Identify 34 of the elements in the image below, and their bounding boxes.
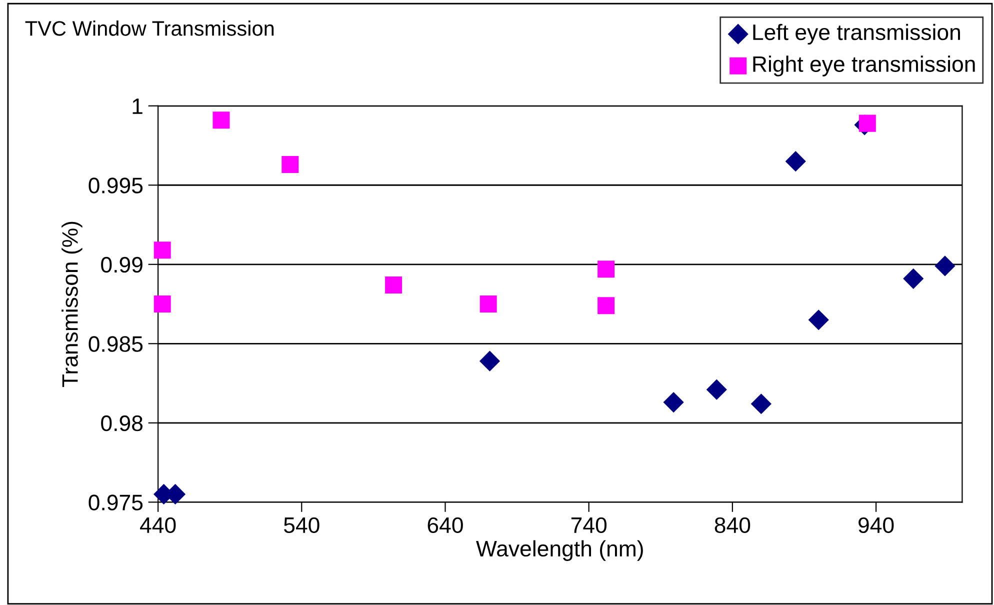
y-tick-label: 0.98 [101, 415, 142, 432]
point [750, 394, 772, 414]
x-tick-label: 540 [284, 517, 320, 534]
point [858, 114, 876, 132]
y-tick-label: 0.975 [88, 494, 143, 510]
point [480, 296, 497, 313]
point [934, 256, 956, 276]
point [212, 112, 230, 129]
point [785, 151, 806, 172]
x-tick-label: 840 [714, 517, 750, 534]
x-tick-label: 940 [858, 517, 894, 534]
x-axis-title: Wavelength (nm) [476, 540, 643, 561]
point [154, 296, 171, 313]
y-axis-title: Transmisson (%) [62, 222, 82, 388]
point [282, 156, 299, 174]
y-tick-label: 0.995 [88, 178, 143, 194]
x-tick-label: 440 [140, 517, 176, 534]
point [479, 350, 500, 372]
legend-label: Right eye transmission [753, 56, 975, 76]
legend-label: Left eye transmission [753, 24, 960, 45]
chart-title: TVC Window Transmission [25, 20, 274, 36]
point [154, 242, 171, 259]
point [808, 310, 829, 330]
point [663, 392, 684, 413]
point [598, 260, 615, 278]
x-tick-label: 640 [428, 517, 463, 534]
point [385, 276, 402, 294]
x-tick-label: 740 [571, 517, 607, 534]
point [706, 379, 727, 400]
y-tick-label: 0.985 [88, 336, 143, 352]
point [598, 297, 615, 314]
y-tick-label: 0.99 [101, 256, 142, 273]
y-tick-label: 1 [132, 98, 142, 114]
point [903, 268, 924, 289]
